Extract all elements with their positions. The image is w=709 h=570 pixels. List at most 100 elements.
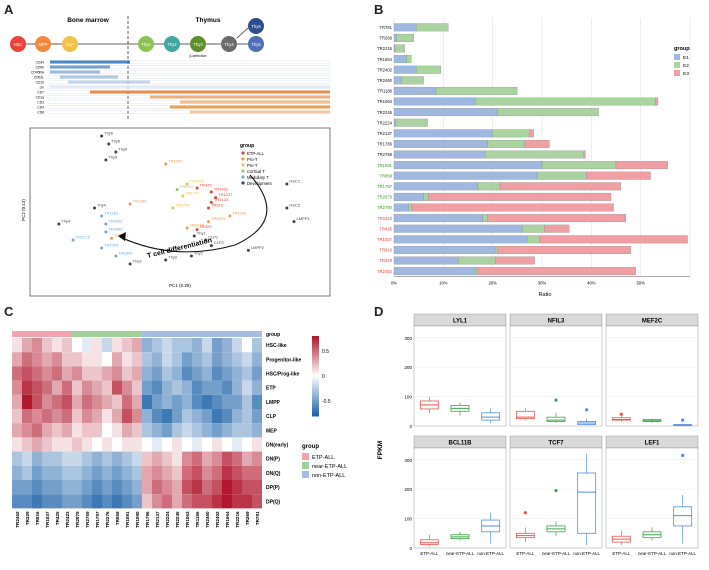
c-col-label: TR329 bbox=[25, 511, 30, 525]
c-row-label: DN(P) bbox=[266, 457, 280, 463]
c-heat-cell bbox=[72, 423, 82, 438]
c-heat-cell bbox=[62, 366, 72, 381]
c-group-cell bbox=[52, 331, 62, 337]
pca-ylabel: PC2 (0.13) bbox=[21, 199, 26, 221]
b-category-label: TR2423 bbox=[377, 216, 393, 221]
b-legend-item: E2 bbox=[683, 63, 689, 69]
b-category-label: TR1186 bbox=[377, 89, 392, 94]
c-col-label: TR269 bbox=[245, 511, 250, 525]
c-col-label: TR2462 bbox=[15, 511, 20, 528]
pca-point-label: HSC1 bbox=[289, 179, 300, 184]
c-heat-cell bbox=[222, 480, 232, 495]
d-ytick: 0 bbox=[409, 424, 412, 429]
cell-node-mpp bbox=[35, 36, 51, 52]
c-heat-cell bbox=[62, 352, 72, 367]
pca-point bbox=[114, 150, 118, 154]
c-colorbar-segment bbox=[312, 380, 319, 383]
d-facet-title: NFIL3 bbox=[548, 319, 565, 325]
pca-point bbox=[285, 182, 289, 186]
c-heat-cell bbox=[212, 380, 222, 395]
c-colorbar-segment bbox=[312, 414, 319, 417]
c-heat-cell bbox=[142, 451, 152, 466]
c-heat-cell bbox=[62, 423, 72, 438]
c-colorbar-segment bbox=[312, 374, 319, 377]
c-heat-cell bbox=[132, 423, 142, 438]
pca-point-label: TR1797 bbox=[185, 191, 200, 196]
c-colorbar-segment bbox=[312, 358, 319, 361]
b-bar-e2 bbox=[416, 23, 449, 32]
d-facet-title: MEF2C bbox=[642, 319, 663, 325]
b-category-label: TR2402 bbox=[377, 67, 393, 72]
b-category-label: TR269 bbox=[379, 36, 392, 41]
marker-label: CD10 bbox=[36, 81, 45, 85]
pca-point bbox=[104, 230, 108, 234]
b-bar-e3 bbox=[477, 267, 636, 276]
marker-label: CD3 bbox=[37, 101, 44, 105]
marker-bar-cd4 bbox=[170, 105, 330, 109]
b-bar-e2 bbox=[475, 97, 656, 106]
c-heat-cell bbox=[12, 409, 22, 424]
c-col-label: TR2402 bbox=[215, 511, 220, 528]
c-heat-cell bbox=[182, 451, 192, 466]
c-heat-cell bbox=[242, 480, 252, 495]
b-bar-e1 bbox=[393, 86, 437, 95]
marker-label: CD7 bbox=[37, 91, 44, 95]
c-heat-cell bbox=[232, 480, 242, 495]
c-group-cell bbox=[232, 331, 242, 337]
c-colorbar-segment bbox=[312, 412, 319, 415]
c-heat-cell bbox=[32, 465, 42, 480]
b-bar-e2 bbox=[487, 139, 525, 148]
c-heat-cell bbox=[182, 409, 192, 424]
c-group-cell bbox=[42, 331, 52, 337]
d-ytick: 200 bbox=[404, 487, 412, 492]
c-heat-cell bbox=[132, 366, 142, 381]
pca-point bbox=[128, 202, 132, 206]
pca-point-label: TR1090 bbox=[168, 159, 183, 164]
c-heat-cell bbox=[122, 409, 132, 424]
b-bar-e2 bbox=[541, 161, 617, 170]
c-colorbar-segment bbox=[312, 342, 319, 345]
c-heat-cell bbox=[212, 480, 222, 495]
b-bar-e2 bbox=[536, 171, 587, 180]
c-col-label: TR1786 bbox=[145, 511, 150, 528]
cell-node-label: CLP bbox=[66, 42, 74, 47]
c-heat-cell bbox=[172, 451, 182, 466]
pca-point-label: HSC2 bbox=[289, 203, 300, 208]
c-heat-cell bbox=[102, 494, 112, 509]
c-group-cell bbox=[22, 331, 32, 337]
d-xcat-label: non-ETP-ALL bbox=[669, 551, 696, 556]
d-xcat-label: non-ETP-ALL bbox=[477, 551, 504, 556]
c-heat-cell bbox=[122, 451, 132, 466]
pca-point bbox=[164, 258, 168, 262]
pca-point bbox=[100, 246, 104, 250]
c-heat-cell bbox=[132, 494, 142, 509]
b-bar-e3 bbox=[494, 256, 535, 265]
d-ytick: 300 bbox=[404, 336, 412, 341]
c-heat-cell bbox=[22, 451, 32, 466]
c-heat-cell bbox=[32, 394, 42, 409]
c-heat-cell bbox=[222, 465, 232, 480]
c-heat-cell bbox=[92, 366, 102, 381]
c-heat-cell bbox=[172, 380, 182, 395]
thymus-title: Thymus bbox=[196, 17, 221, 24]
c-heat-cell bbox=[222, 409, 232, 424]
c-col-label: TR1037 bbox=[45, 511, 50, 528]
b-bar-e2 bbox=[394, 44, 406, 53]
c-col-label: TR2137 bbox=[155, 511, 160, 528]
c-heat-cell bbox=[12, 366, 22, 381]
pca-legend-swatch bbox=[241, 175, 245, 179]
pca-point bbox=[175, 188, 179, 192]
panel-b-chart: TR781 TR269 TR2216 TR1664 TR2402 TR2460 TR1186… bbox=[377, 18, 691, 298]
b-legend-item: E3 bbox=[683, 71, 689, 77]
c-heat-cell bbox=[102, 380, 112, 395]
d-box bbox=[546, 416, 566, 422]
c-heat-cell bbox=[82, 465, 92, 480]
d-ytick: 100 bbox=[404, 517, 412, 522]
c-colorbar-segment bbox=[312, 364, 319, 367]
c-heat-cell bbox=[232, 338, 242, 353]
b-bar-e1 bbox=[393, 129, 493, 138]
marker-bar-cd3 bbox=[180, 100, 330, 104]
c-heat-cell bbox=[232, 394, 242, 409]
cell-node-thy3 bbox=[190, 36, 206, 52]
cell-node-thy1 bbox=[138, 36, 154, 52]
